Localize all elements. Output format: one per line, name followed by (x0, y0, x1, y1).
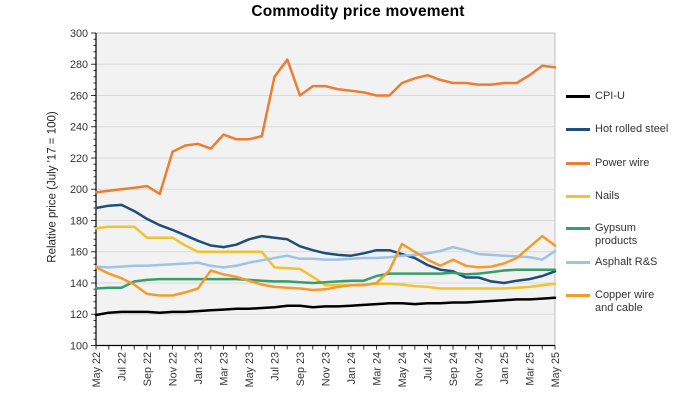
y-tick-label: 140 (70, 278, 88, 290)
x-tick-label: Mar 24 (372, 352, 384, 386)
y-tick-label: 180 (70, 215, 88, 227)
x-tick-label: Mar 25 (525, 352, 537, 386)
x-tick-label: Nov 23 (321, 352, 333, 386)
y-tick-label: 260 (70, 90, 88, 102)
x-tick-label: Jan 24 (346, 352, 358, 384)
y-tick-label: 300 (70, 28, 88, 40)
y-tick-label: 240 (70, 122, 88, 134)
x-tick-label: Sep 24 (448, 352, 460, 386)
x-tick-label: May 22 (91, 352, 103, 387)
y-tick-label: 220 (70, 153, 88, 165)
x-tick-label: Jul 22 (117, 352, 129, 381)
series-line-power-wire (94, 58, 557, 196)
x-tick-label: Nov 22 (168, 352, 180, 386)
x-tick-label: May 25 (550, 352, 562, 387)
x-tick-label: Jul 23 (270, 352, 282, 381)
series-line-copper-wire-and-cable (94, 234, 557, 297)
y-tick-label: 120 (70, 309, 88, 321)
x-tick-label: Nov 24 (474, 352, 486, 386)
series-line-gypsum-products (94, 268, 557, 290)
series-line-hot-rolled-steel (94, 203, 557, 285)
x-tick-label: Sep 22 (142, 352, 154, 386)
x-tick-label: Jul 24 (423, 352, 435, 381)
x-tick-label: Mar 23 (219, 352, 231, 386)
x-tick-label: May 24 (397, 352, 409, 387)
y-tick-label: 160 (70, 247, 88, 259)
x-tick-label: May 23 (244, 352, 256, 387)
series-line-nails (94, 225, 557, 290)
y-tick-label: 280 (70, 59, 88, 71)
x-tick-label: Sep 23 (295, 352, 307, 386)
x-tick-label: Jan 25 (499, 352, 511, 384)
y-tick-label: 100 (70, 340, 88, 352)
y-axis-title: Relative price (July '17 = 100) (46, 111, 59, 263)
x-tick-label: Jan 23 (193, 352, 205, 384)
series-line-cpi-u (94, 296, 557, 317)
series-line-asphalt-r-s (94, 245, 557, 269)
y-tick-label: 200 (70, 184, 88, 196)
chart-title: Commodity price movement (251, 3, 465, 20)
